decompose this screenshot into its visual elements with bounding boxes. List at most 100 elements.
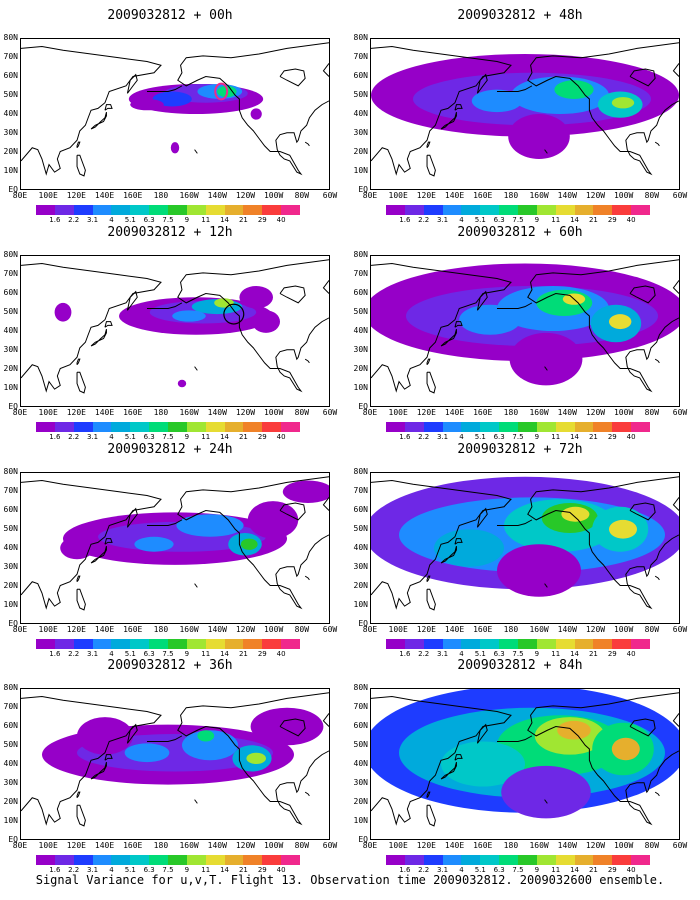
- coastline: [629, 68, 656, 87]
- variance-contour: [536, 289, 593, 316]
- colorbar-swatch: [555, 855, 575, 865]
- coastline: [304, 358, 310, 364]
- longitude-label: 100W: [613, 191, 634, 200]
- colorbar-swatch: [205, 855, 225, 865]
- colorbar-label: 29: [607, 433, 617, 441]
- longitude-label: 120E: [416, 408, 436, 417]
- latitude-label: 50N: [353, 740, 368, 749]
- coastline: [476, 290, 488, 311]
- coastline: [194, 583, 198, 588]
- coastline: [527, 42, 679, 176]
- colorbar: [386, 422, 651, 432]
- variance-map: [370, 472, 680, 624]
- colorbar-label: 29: [607, 650, 617, 658]
- latitude-label: 30N: [353, 778, 368, 787]
- latitude-label: 80N: [353, 467, 368, 476]
- latitude-label: 70N: [3, 702, 18, 711]
- colorbar-label: 2.2: [418, 650, 430, 658]
- colorbar-swatch: [461, 855, 481, 865]
- coastline: [90, 111, 107, 130]
- longitude-label: 100E: [388, 408, 408, 417]
- latitude-label: EQ: [8, 619, 18, 628]
- latitude-label: 80N: [3, 33, 18, 42]
- latitude-label: EQ: [8, 835, 18, 844]
- longitude-label: 140W: [207, 191, 227, 200]
- longitude-label: 160E: [473, 841, 493, 850]
- colorbar-swatch: [423, 205, 443, 215]
- colorbar-label: 9: [534, 866, 540, 874]
- coastline: [76, 588, 86, 611]
- coastline: [440, 545, 457, 564]
- panel-title: 2009032812 + 72h: [457, 442, 583, 457]
- colorbar-swatch: [404, 639, 424, 649]
- colorbar-swatch: [593, 422, 613, 432]
- latitude-label: 60N: [353, 288, 368, 297]
- colorbar-label: 6.3: [143, 650, 155, 658]
- coastline: [454, 321, 463, 328]
- coastline: [126, 507, 138, 528]
- latitude-label: EQ: [358, 185, 368, 194]
- colorbar-swatch: [149, 205, 169, 215]
- colorbar-swatch: [149, 422, 169, 432]
- colorbar-swatch: [262, 422, 282, 432]
- colorbar-swatch: [224, 639, 244, 649]
- coastline: [527, 259, 679, 393]
- panel-title: 2009032812 + 60h: [457, 225, 583, 240]
- panel-title: 2009032812 + 12h: [107, 225, 233, 240]
- variance-contour: [170, 142, 180, 154]
- longitude-label: 80W: [294, 841, 310, 850]
- coastline: [476, 723, 488, 744]
- longitude-label: 160W: [179, 191, 199, 200]
- colorbar-label: 9: [184, 650, 190, 658]
- latitude-label: 50N: [3, 90, 18, 99]
- colorbar-swatch: [243, 639, 263, 649]
- longitude-label: 80W: [644, 625, 660, 634]
- panel-title: 2009032812 + 84h: [457, 658, 583, 673]
- latitude-label: EQ: [358, 835, 368, 844]
- longitude-label: 140W: [557, 408, 577, 417]
- colorbar-label: 7.5: [512, 650, 524, 658]
- longitude-label: 80E: [12, 191, 28, 200]
- coastline: [76, 575, 81, 583]
- colorbar-label: 21: [588, 866, 598, 874]
- colorbar-swatch: [536, 639, 556, 649]
- latitude-label: 80N: [353, 683, 368, 692]
- colorbar-swatch: [243, 205, 263, 215]
- map-panel: 2009032812 + 84h 80N 70N 60N 50N 40N 30N 20N 10N…: [350, 658, 690, 874]
- colorbar-label: 21: [238, 433, 248, 441]
- variance-contour: [177, 379, 187, 388]
- latitude-label: 70N: [3, 52, 18, 61]
- colorbar-label: 3.1: [86, 216, 99, 224]
- latitude-label: 20N: [3, 147, 18, 156]
- variance-contour: [77, 717, 133, 755]
- variance-contour: [130, 99, 164, 111]
- coastline: [454, 104, 463, 111]
- latitude-label: 10N: [3, 600, 18, 609]
- coastline: [90, 761, 107, 780]
- longitude-label: 140W: [207, 408, 227, 417]
- coastline: [426, 358, 431, 366]
- colorbar-swatch: [281, 205, 301, 215]
- longitude-label: 160W: [529, 191, 549, 200]
- colorbar-label: 1.6: [399, 866, 411, 874]
- colorbar-label: 21: [238, 650, 248, 658]
- longitude-label: 60W: [672, 408, 688, 417]
- colorbar-label: 21: [238, 216, 248, 224]
- variance-contour: [611, 97, 635, 109]
- colorbar-swatch: [631, 855, 651, 865]
- coastline: [194, 149, 198, 154]
- longitude-label: 140E: [444, 841, 465, 850]
- coastline: [440, 328, 457, 347]
- coastline: [426, 588, 436, 611]
- variance-contour: [501, 765, 591, 819]
- coastline: [126, 723, 138, 744]
- latitude-label: 10N: [3, 166, 18, 175]
- longitude-label: 120W: [235, 841, 256, 850]
- longitude-label: 160W: [179, 408, 199, 417]
- longitude-label: 100E: [388, 191, 408, 200]
- coastline: [76, 154, 86, 177]
- coastline: [426, 804, 436, 827]
- variance-contour: [561, 506, 590, 522]
- longitude-label: 160W: [529, 625, 549, 634]
- colorbar-swatch: [243, 855, 263, 865]
